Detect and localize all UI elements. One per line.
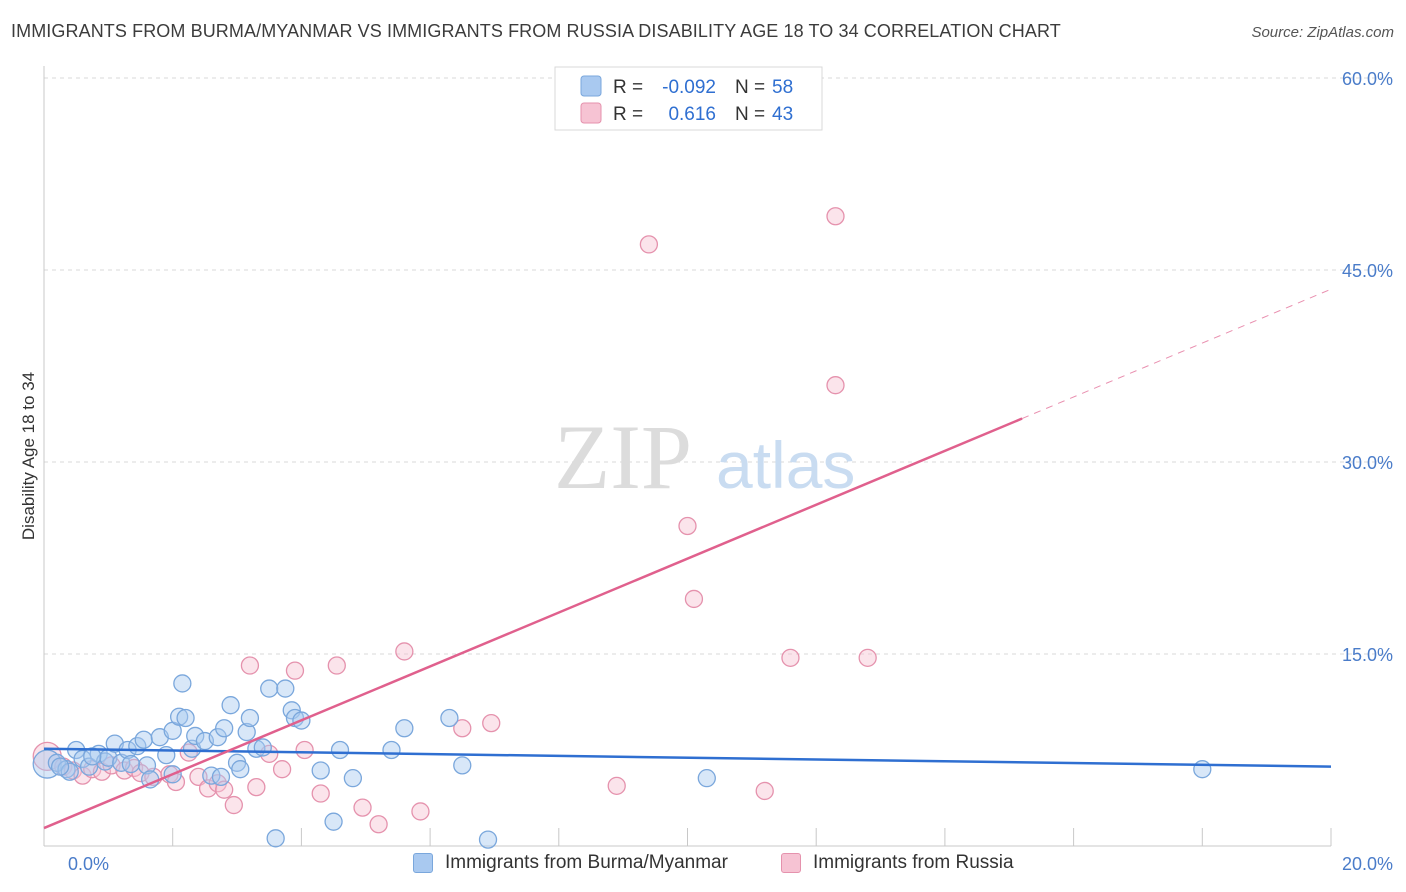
point-burma — [311, 761, 330, 780]
point-burma — [208, 728, 227, 747]
point-russia — [482, 713, 501, 733]
series-legend: Immigrants from Burma/Myanmar Immigrants… — [0, 850, 1406, 880]
point-russia — [247, 777, 266, 797]
stats-n-label-burma: N = — [735, 77, 765, 98]
point-russia — [295, 740, 314, 760]
point-burma — [173, 674, 192, 693]
point-burma — [186, 726, 205, 746]
point-russia — [311, 784, 330, 803]
point-russia — [272, 760, 292, 779]
legend-label-burma: Immigrants from Burma/Myanmar — [445, 852, 728, 873]
point-burma — [211, 767, 231, 787]
watermark-atlas: atlas — [716, 428, 855, 502]
point-burma — [121, 754, 141, 774]
point-burma — [134, 730, 153, 749]
point-russia — [826, 207, 845, 226]
point-russia — [678, 516, 697, 536]
point-burma — [79, 757, 99, 776]
point-burma — [50, 757, 70, 776]
point-burma — [231, 760, 250, 779]
point-burma — [137, 756, 157, 775]
legend-item-burma[interactable]: Immigrants from Burma/Myanmar — [413, 852, 728, 874]
point-burma — [253, 738, 272, 757]
point-burma — [276, 679, 295, 698]
legend-swatch-russia — [781, 853, 801, 873]
point-burma — [221, 696, 240, 715]
legend-label-russia: Immigrants from Russia — [813, 852, 1014, 873]
stats-r-value-burma: -0.092 — [662, 77, 716, 98]
point-burma — [343, 769, 363, 788]
point-russia — [353, 798, 372, 817]
point-burma — [324, 812, 343, 831]
y-tick-labels: 15.0% 30.0% 45.0% 60.0% — [1342, 69, 1393, 665]
legend-item-russia[interactable]: Immigrants from Russia — [781, 852, 1014, 874]
point-russia — [240, 656, 260, 675]
point-russia — [411, 802, 430, 821]
chart-title: IMMIGRANTS FROM BURMA/MYANMAR VS IMMIGRA… — [11, 21, 1061, 41]
watermark: ZIP atlas — [554, 406, 855, 508]
gridlines — [44, 77, 1393, 655]
point-russia — [684, 589, 704, 609]
point-burma — [176, 708, 195, 728]
stats-swatch-russia — [580, 102, 602, 124]
legend-swatch-burma — [413, 853, 433, 873]
trend-line-russia — [43, 417, 1023, 830]
point-burma — [60, 762, 79, 781]
stats-r-label-russia: R = — [613, 104, 643, 125]
point-burma — [202, 766, 221, 785]
point-burma — [83, 747, 102, 766]
point-russia — [327, 656, 346, 675]
source-label: Source: ZipAtlas.com — [1251, 24, 1394, 41]
point-burma — [395, 719, 414, 738]
point-russia — [781, 648, 800, 667]
trend-line-burma — [43, 747, 1332, 768]
point-russia — [285, 661, 305, 680]
point-russia — [395, 642, 414, 661]
point-burma — [169, 707, 189, 726]
point-russia — [639, 235, 659, 254]
point-burma — [453, 756, 472, 775]
stats-n-value-russia: 43 — [772, 104, 793, 125]
y-tick-label: 15.0% — [1342, 645, 1393, 665]
point-russia — [453, 719, 472, 738]
point-burma — [478, 830, 498, 849]
y-tick-label: 60.0% — [1342, 69, 1393, 89]
point-burma — [260, 679, 279, 698]
data-points — [32, 85, 1212, 849]
x-tick-label-min: 0.0% — [68, 854, 109, 874]
point-burma — [237, 722, 256, 742]
x-axis-ticks — [43, 828, 1332, 846]
point-burma — [697, 769, 716, 788]
stats-n-value-burma: 58 — [772, 77, 793, 98]
stats-r-label-burma: R = — [613, 77, 643, 98]
watermark-zip: ZIP — [554, 406, 692, 508]
stats-r-value-russia: 0.616 — [668, 104, 716, 125]
y-axis-label: Disability Age 18 to 34 — [19, 372, 38, 540]
point-burma — [382, 740, 401, 760]
point-russia — [607, 776, 626, 795]
trend-line-russia-extension — [1021, 288, 1332, 419]
point-burma — [1193, 760, 1212, 779]
point-russia — [224, 795, 243, 815]
stats-n-label-russia: N = — [735, 104, 765, 125]
point-russia — [369, 815, 388, 834]
point-burma — [330, 740, 350, 760]
x-tick-label-max: 20.0% — [1342, 854, 1393, 874]
point-russia — [755, 781, 774, 801]
trend-lines — [43, 288, 1332, 830]
stats-swatch-burma — [580, 75, 602, 97]
point-burma — [440, 708, 459, 728]
point-burma — [266, 829, 285, 848]
stats-legend: R = -0.092 N = 58 R = 0.616 N = 43 — [554, 66, 823, 131]
point-russia — [826, 376, 845, 395]
y-tick-label: 30.0% — [1342, 453, 1393, 473]
point-russia — [858, 648, 877, 667]
y-tick-label: 45.0% — [1342, 261, 1393, 281]
point-burma — [215, 719, 234, 738]
point-burma — [240, 708, 260, 728]
